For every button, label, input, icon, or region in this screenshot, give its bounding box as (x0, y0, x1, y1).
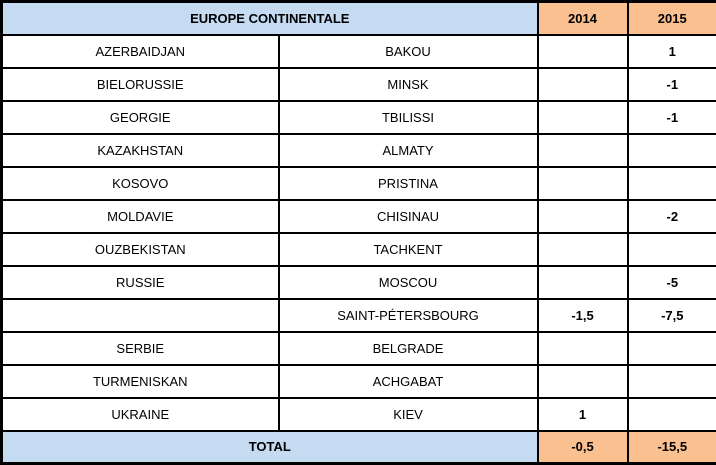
value-2014-cell: -1,5 (538, 299, 628, 332)
value-2014-cell (538, 266, 628, 299)
table-row: MOLDAVIE CHISINAU -2 (2, 200, 716, 233)
col-header-2014: 2014 (538, 2, 628, 35)
country-cell: GEORGIE (2, 101, 279, 134)
country-cell: MOLDAVIE (2, 200, 279, 233)
value-2015-cell: 1 (628, 35, 716, 68)
city-cell: PRISTINA (279, 167, 538, 200)
city-cell: KIEV (279, 398, 538, 431)
city-cell: CHISINAU (279, 200, 538, 233)
table-row: KAZAKHSTAN ALMATY (2, 134, 716, 167)
value-2015-cell: -2 (628, 200, 716, 233)
city-cell: TACHKENT (279, 233, 538, 266)
total-row: TOTAL -0,5 -15,5 (2, 431, 716, 464)
table-row: BIELORUSSIE MINSK -1 (2, 68, 716, 101)
total-2014-cell: -0,5 (538, 431, 628, 464)
value-2015-cell (628, 332, 716, 365)
city-cell: MINSK (279, 68, 538, 101)
value-2014-cell (538, 134, 628, 167)
country-cell: UKRAINE (2, 398, 279, 431)
value-2014-cell (538, 200, 628, 233)
value-2015-cell: -7,5 (628, 299, 716, 332)
value-2015-cell: -1 (628, 101, 716, 134)
country-cell: SERBIE (2, 332, 279, 365)
value-2015-cell (628, 134, 716, 167)
country-cell: OUZBEKISTAN (2, 233, 279, 266)
value-2014-cell (538, 35, 628, 68)
city-cell: MOSCOU (279, 266, 538, 299)
value-2014-cell (538, 68, 628, 101)
city-cell: SAINT-PÉTERSBOURG (279, 299, 538, 332)
country-cell: TURMENISKAN (2, 365, 279, 398)
table-row: GEORGIE TBILISSI -1 (2, 101, 716, 134)
value-2014-cell (538, 167, 628, 200)
country-cell: RUSSIE (2, 266, 279, 299)
value-2014-cell (538, 365, 628, 398)
country-cell: KOSOVO (2, 167, 279, 200)
value-2015-cell: -1 (628, 68, 716, 101)
value-2014-cell (538, 101, 628, 134)
header-row: EUROPE CONTINENTALE 2014 2015 (2, 2, 716, 35)
country-cell: KAZAKHSTAN (2, 134, 279, 167)
table-row: TURMENISKAN ACHGABAT (2, 365, 716, 398)
table-row: RUSSIE MOSCOU -5 (2, 266, 716, 299)
table-row: UKRAINE KIEV 1 (2, 398, 716, 431)
table-row: AZERBAIDJAN BAKOU 1 (2, 35, 716, 68)
value-2014-cell: 1 (538, 398, 628, 431)
city-cell: ACHGABAT (279, 365, 538, 398)
table-row: KOSOVO PRISTINA (2, 167, 716, 200)
city-cell: BAKOU (279, 35, 538, 68)
value-2015-cell (628, 398, 716, 431)
value-2015-cell (628, 167, 716, 200)
total-label: TOTAL (2, 431, 538, 464)
total-2015-cell: -15,5 (628, 431, 716, 464)
city-cell: TBILISSI (279, 101, 538, 134)
table-title: EUROPE CONTINENTALE (2, 2, 538, 35)
country-cell (2, 299, 279, 332)
country-cell: AZERBAIDJAN (2, 35, 279, 68)
value-2015-cell (628, 233, 716, 266)
value-2014-cell (538, 233, 628, 266)
col-header-2015: 2015 (628, 2, 716, 35)
value-2014-cell (538, 332, 628, 365)
city-cell: BELGRADE (279, 332, 538, 365)
country-cell: BIELORUSSIE (2, 68, 279, 101)
value-2015-cell (628, 365, 716, 398)
value-2015-cell: -5 (628, 266, 716, 299)
table-row: SERBIE BELGRADE (2, 332, 716, 365)
city-cell: ALMATY (279, 134, 538, 167)
table-row: OUZBEKISTAN TACHKENT (2, 233, 716, 266)
table-row: SAINT-PÉTERSBOURG -1,5 -7,5 (2, 299, 716, 332)
